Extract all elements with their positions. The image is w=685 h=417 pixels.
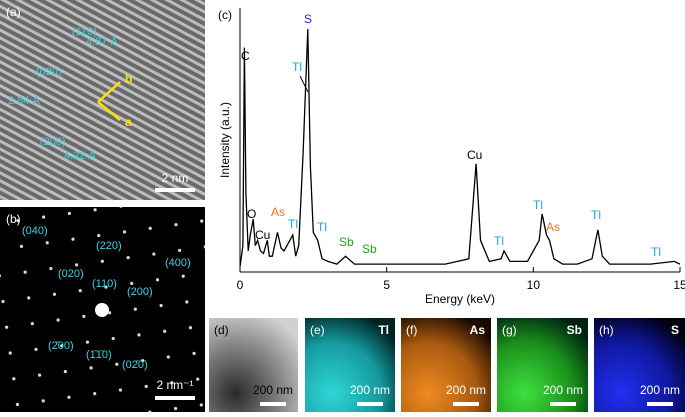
element-label: Tl [378,323,389,337]
map-image [594,318,685,412]
peak-label: As [546,220,560,234]
maps [209,318,685,412]
scale-label: 200 nm [543,383,583,397]
annotation: (2̄00) [48,340,74,352]
element-label: As [470,323,486,337]
x-tick-label: 15 [673,278,685,292]
peak-label: Tl [317,220,327,234]
annotation: (110) [92,278,117,290]
panel-label: (h) [599,323,614,337]
scale-bar [453,402,479,406]
central-spot [95,303,109,317]
scale-label: 200 nm [253,383,293,397]
spectrum-line [239,29,681,267]
scale-label: 200 nm [446,383,486,397]
peak-label: Tl [288,217,298,231]
peak-label: Sb [339,235,354,249]
scale-label: 2 nm⁻¹ [156,378,193,392]
peak-label: Cu [255,228,270,242]
map-labels: (d) 200 nm (e) Tl 200 nm (f) As 200 nm (g) Sb 200 … [214,323,680,406]
axis-arrows [97,81,121,121]
peak-labels: C S Tl Cu O Cu As Tl Tl Sb Sb Tl Tl As T… [241,12,661,259]
scale-label: 2 nm [162,171,189,185]
pointer [299,75,309,93]
y-axis-label: Intensity (a.u.) [218,102,232,178]
annotation: b [125,72,132,86]
annotation: 4.22 Å [64,149,96,162]
peak-label: Tl [533,198,543,212]
scale-label: 200 nm [350,383,390,397]
scale-bar [155,188,195,192]
peak-label: Tl [292,60,302,74]
annotation: (11̄0) [72,26,97,38]
panel-label: (a) [6,5,21,19]
panel-label: (d) [214,323,229,337]
element-label: S [671,323,679,337]
peak-label: Sb [362,242,377,256]
x-axis-label: Energy (keV) [425,292,495,306]
peak-label: O [247,207,256,221]
peak-label: As [271,205,285,219]
annotation: (020) [36,66,62,78]
peak-label: Tl [591,208,601,222]
annotation: 2.84 Å [8,94,40,107]
hrtem-image [0,0,205,200]
annotation: 4.87 Å [86,35,118,48]
peak-label: S [304,12,312,26]
annotation: (020) [58,268,84,280]
annotation: (220) [96,240,122,252]
tem-image [209,318,298,412]
map-image [497,318,588,412]
peak-label: Tl [651,245,661,259]
map-image [401,318,491,412]
peak-label: C [241,49,250,63]
annotation: (200) [40,136,66,148]
scale-bar [357,402,383,406]
panel-label: (e) [310,323,325,337]
element-label: Sb [567,323,582,337]
annotation: (400) [165,257,191,269]
peak-label: Tl [494,234,504,248]
annotation: (200) [127,286,153,298]
map-image [305,318,395,412]
x-tick-label: 10 [527,278,541,292]
panel-label: (b) [6,212,21,226]
panel-label: (g) [502,323,517,337]
annotation: (040) [22,225,48,237]
annotation: a [125,115,132,129]
x-tick-label: 5 [383,278,390,292]
peak-label: Cu [467,148,482,162]
panel-label: (c) [218,8,232,22]
scale-bar [647,402,673,406]
scale-bar [155,396,195,400]
panel-label: (f) [406,323,417,337]
spectrum-chart: 0 5 10 15 Energy (keV) Intensity (a.u.) [218,8,685,306]
annotation: (1̄1̄0) [86,349,112,361]
scale-bar [550,402,576,406]
annotation: (02̄0) [122,359,148,371]
x-tick-label: 0 [237,278,244,292]
scale-bar [260,402,286,406]
scale-label: 200 nm [640,383,680,397]
